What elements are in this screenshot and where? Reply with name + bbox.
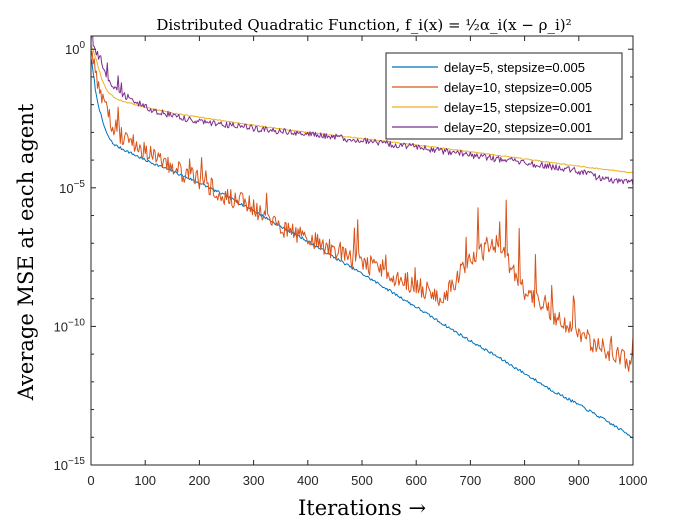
x-tick-label: 800 (514, 473, 536, 488)
x-axis-label: Iterations → (298, 496, 426, 520)
y-tick-base: 10 (59, 181, 73, 196)
x-tick-label: 900 (568, 473, 590, 488)
y-tick-base: 10 (54, 458, 68, 473)
y-tick-label: 10−15 (54, 456, 86, 473)
y-tick-label: 10−5 (59, 179, 85, 196)
chart-title: Distributed Quadratic Function, f_i(x) =… (156, 16, 571, 34)
series-layer (91, 36, 633, 439)
x-tick-label: 1000 (619, 473, 648, 488)
series-line-3 (91, 44, 633, 174)
y-tick-base: 10 (54, 319, 68, 334)
y-tick-label: 10−10 (54, 317, 86, 334)
series-line-4 (91, 36, 633, 186)
y-tick-exponent: −10 (68, 317, 85, 328)
x-tick-label: 400 (297, 473, 319, 488)
x-tick-label: 300 (243, 473, 265, 488)
y-tick-exponent: −15 (68, 456, 85, 467)
legend-label-1: delay=5, stepsize=0.005 (444, 60, 585, 75)
legend: delay=5, stepsize=0.005 delay=10, stepsiz… (385, 52, 623, 140)
legend-label-2: delay=10, stepsize=0.005 (444, 80, 592, 95)
legend-label-4: delay=20, stepsize=0.001 (444, 120, 592, 135)
y-axis-label: Average MSE at each agent (14, 103, 38, 401)
x-tick-label: 700 (460, 473, 482, 488)
y-tick-base: 10 (65, 42, 79, 57)
y-tick-exponent: 0 (79, 40, 85, 51)
x-axis: 0 100 200 300 400 500 600 700 800 900 1000 (87, 36, 647, 488)
x-tick-label: 0 (87, 473, 94, 488)
x-tick-label: 500 (351, 473, 373, 488)
x-tick-label: 200 (189, 473, 211, 488)
x-tick-label: 100 (134, 473, 156, 488)
y-tick-label: 100 (65, 40, 85, 57)
legend-label-3: delay=15, stepsize=0.001 (444, 100, 592, 115)
y-tick-exponent: −5 (74, 179, 86, 190)
series-line-2 (91, 50, 633, 372)
x-tick-label: 600 (405, 473, 427, 488)
